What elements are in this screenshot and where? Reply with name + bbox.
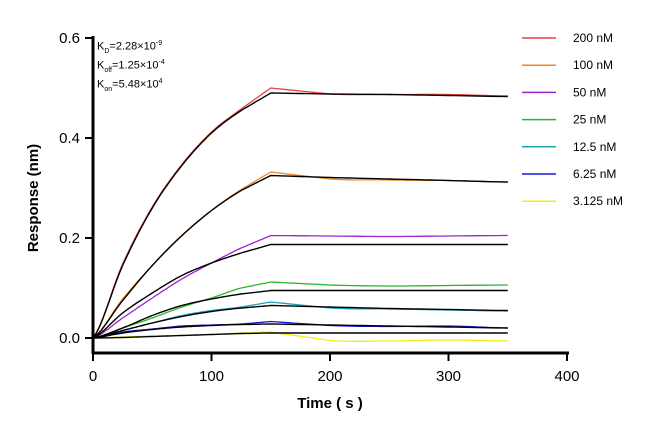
legend-label: 100 nM (573, 58, 613, 72)
y-tick-label: 0.2 (59, 230, 80, 247)
legend-label: 3.125 nM (573, 194, 623, 208)
x-tick-label: 0 (89, 368, 97, 385)
legend-label: 6.25 nM (573, 167, 616, 181)
series-line-25-nM (92, 281, 508, 339)
x-tick-label: 200 (317, 368, 342, 385)
legend-label: 12.5 nM (573, 140, 616, 154)
fit-line-50-nM (92, 243, 508, 339)
x-axis-label: Time ( s ) (297, 395, 363, 412)
ticks: 0 100 200 300 400 0.0 0.2 0.4 0.6 (59, 30, 579, 385)
x-tick-label: 300 (436, 368, 461, 385)
kd-annotation: KD=2.28×10-9 (97, 40, 163, 55)
fit-line-100-nM (92, 174, 508, 339)
fit-line-200-nM (92, 92, 508, 339)
y-tick-label: 0.6 (59, 30, 80, 47)
y-tick-label: 0.0 (59, 330, 80, 347)
series-line-200-nM (92, 87, 508, 339)
fit-layer (92, 92, 508, 339)
fit-line-6-25-nM (92, 323, 508, 339)
kon-annotation: Kon=5.48×104 (97, 78, 163, 93)
fit-line-25-nM (92, 289, 508, 339)
legend: 200 nM 100 nM 50 nM 25 nM 12.5 nM 6.25 nM 3.12… (522, 31, 623, 208)
fit-line-12-5-nM (92, 304, 508, 339)
x-tick-label: 100 (199, 368, 224, 385)
y-tick-label: 0.4 (59, 130, 80, 147)
series-line-50-nM (92, 234, 508, 339)
fit-line-3-125-nM (93, 332, 508, 339)
koff-annotation: Koff=1.25×10-4 (97, 59, 165, 74)
legend-label: 200 nM (573, 31, 613, 45)
series-line-100-nM (92, 171, 508, 339)
y-axis-label: Response (nm) (25, 144, 42, 252)
x-tick-label: 400 (554, 368, 579, 385)
legend-label: 50 nM (573, 85, 606, 99)
legend-label: 25 nM (573, 113, 606, 127)
series-layer (92, 87, 508, 342)
